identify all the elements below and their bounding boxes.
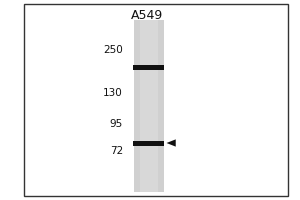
Polygon shape: [167, 139, 176, 147]
Text: A549: A549: [131, 9, 163, 22]
Bar: [133, 140, 164, 146]
Bar: [134, 20, 164, 192]
Text: 72: 72: [110, 146, 123, 156]
FancyBboxPatch shape: [24, 4, 288, 196]
Bar: [133, 65, 164, 70]
Bar: [140, 20, 158, 192]
Text: 95: 95: [110, 119, 123, 129]
Text: 250: 250: [103, 45, 123, 55]
Text: 130: 130: [103, 88, 123, 98]
